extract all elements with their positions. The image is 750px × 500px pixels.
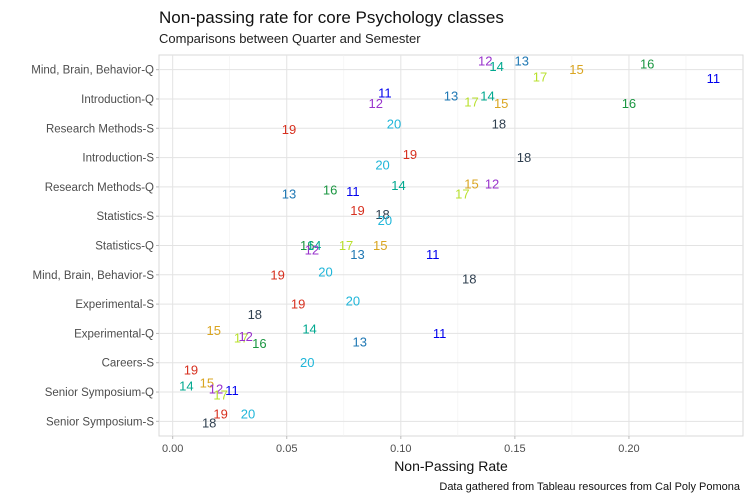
data-point-label: 13 — [514, 53, 528, 68]
data-point-label: 15 — [494, 96, 508, 111]
data-point-label: 19 — [350, 203, 364, 218]
data-point-label: 15 — [207, 323, 221, 338]
x-tick-label: 0.10 — [390, 443, 411, 455]
data-point-label: 19 — [213, 407, 227, 422]
y-tick-label: Research Methods-S — [46, 123, 154, 135]
data-point-label: 17 — [455, 187, 469, 202]
data-point-label: 12 — [478, 53, 492, 68]
data-point-label: 19 — [184, 363, 198, 378]
data-point-label: 14 — [179, 379, 193, 394]
x-tick-label: 0.20 — [618, 443, 639, 455]
data-point-label: 19 — [282, 122, 296, 137]
data-point-label: 13 — [282, 187, 296, 202]
chart-subtitle: Comparisons between Quarter and Semester — [159, 31, 421, 46]
data-point-label: 16 — [252, 336, 266, 351]
y-tick-label: Introduction-S — [82, 153, 154, 165]
data-point-label: 20 — [378, 213, 392, 228]
data-point-label: 14 — [307, 238, 321, 253]
data-point-label: 11 — [707, 71, 721, 86]
y-tick-label: Mind, Brain, Behavior-S — [33, 270, 155, 282]
chart-caption: Data gathered from Tableau resources fro… — [439, 481, 740, 493]
data-point-label: 19 — [291, 297, 305, 312]
data-point-label: 11 — [433, 326, 447, 341]
data-point-label: 17 — [533, 69, 547, 84]
data-point-label: 15 — [569, 62, 583, 77]
data-point-label: 15 — [373, 238, 387, 253]
data-point-label: 11 — [225, 383, 239, 398]
y-tick-label: Experimental-Q — [74, 328, 154, 340]
data-point-label: 14 — [489, 59, 503, 74]
data-point-label: 16 — [300, 238, 314, 253]
data-point-label: 19 — [403, 147, 417, 162]
y-tick-label: Senior Symposium-Q — [45, 387, 154, 399]
data-point-label: 16 — [622, 96, 636, 111]
data-point-label: 12 — [209, 382, 223, 397]
data-point-label: 17 — [234, 330, 248, 345]
data-point-label: 17 — [464, 94, 478, 109]
data-point-label: 19 — [270, 267, 284, 282]
data-point-label: 18 — [248, 307, 262, 322]
data-point-label: 20 — [346, 294, 360, 309]
y-tick-label: Statistics-Q — [95, 241, 154, 253]
data-point-label: 11 — [426, 247, 440, 262]
data-point-label: 18 — [517, 150, 531, 165]
data-point-label: 12 — [305, 242, 319, 257]
data-point-label: 14 — [302, 322, 316, 337]
chart-title: Non-passing rate for core Psychology cla… — [159, 8, 504, 27]
data-point-label: 20 — [375, 157, 389, 172]
data-point-label: 13 — [444, 89, 458, 104]
data-point-label: 15 — [200, 376, 214, 391]
data-point-label: 17 — [213, 387, 227, 402]
x-tick-label: 0.15 — [504, 443, 525, 455]
data-point-label: 18 — [492, 116, 506, 131]
y-tick-label: Research Methods-Q — [45, 182, 154, 194]
data-point-label: 12 — [368, 96, 382, 111]
y-tick-label: Careers-S — [102, 358, 155, 370]
data-point-label: 14 — [391, 178, 405, 193]
data-point-label: 11 — [346, 184, 360, 199]
data-point-label: 20 — [387, 116, 401, 131]
data-point-label: 12 — [485, 176, 499, 191]
data-point-label: 18 — [462, 272, 476, 287]
data-point-label: 18 — [202, 415, 216, 430]
data-point-label: 18 — [375, 207, 389, 222]
x-axis-label: Non-Passing Rate — [394, 458, 508, 474]
y-tick-label: Experimental-S — [75, 299, 154, 311]
data-point-label: 20 — [241, 407, 255, 422]
y-tick-label: Mind, Brain, Behavior-Q — [31, 65, 154, 77]
x-tick-label: 0.00 — [162, 443, 183, 455]
data-point-label: 14 — [480, 89, 494, 104]
x-tick-label: 0.05 — [276, 443, 297, 455]
data-point-label: 11 — [378, 86, 392, 101]
data-point-label: 16 — [640, 56, 654, 71]
data-point-label: 17 — [339, 238, 353, 253]
data-point-label: 13 — [353, 335, 367, 350]
y-tick-label: Senior Symposium-S — [46, 416, 154, 428]
y-tick-label: Statistics-S — [96, 211, 154, 223]
data-point-label: 13 — [350, 247, 364, 262]
data-point-label: 20 — [300, 355, 314, 370]
data-point-label: 16 — [323, 182, 337, 197]
data-point-label: 12 — [238, 329, 252, 344]
data-point-label: 20 — [318, 264, 332, 279]
y-tick-label: Introduction-Q — [81, 94, 154, 106]
data-point-label: 15 — [464, 176, 478, 191]
